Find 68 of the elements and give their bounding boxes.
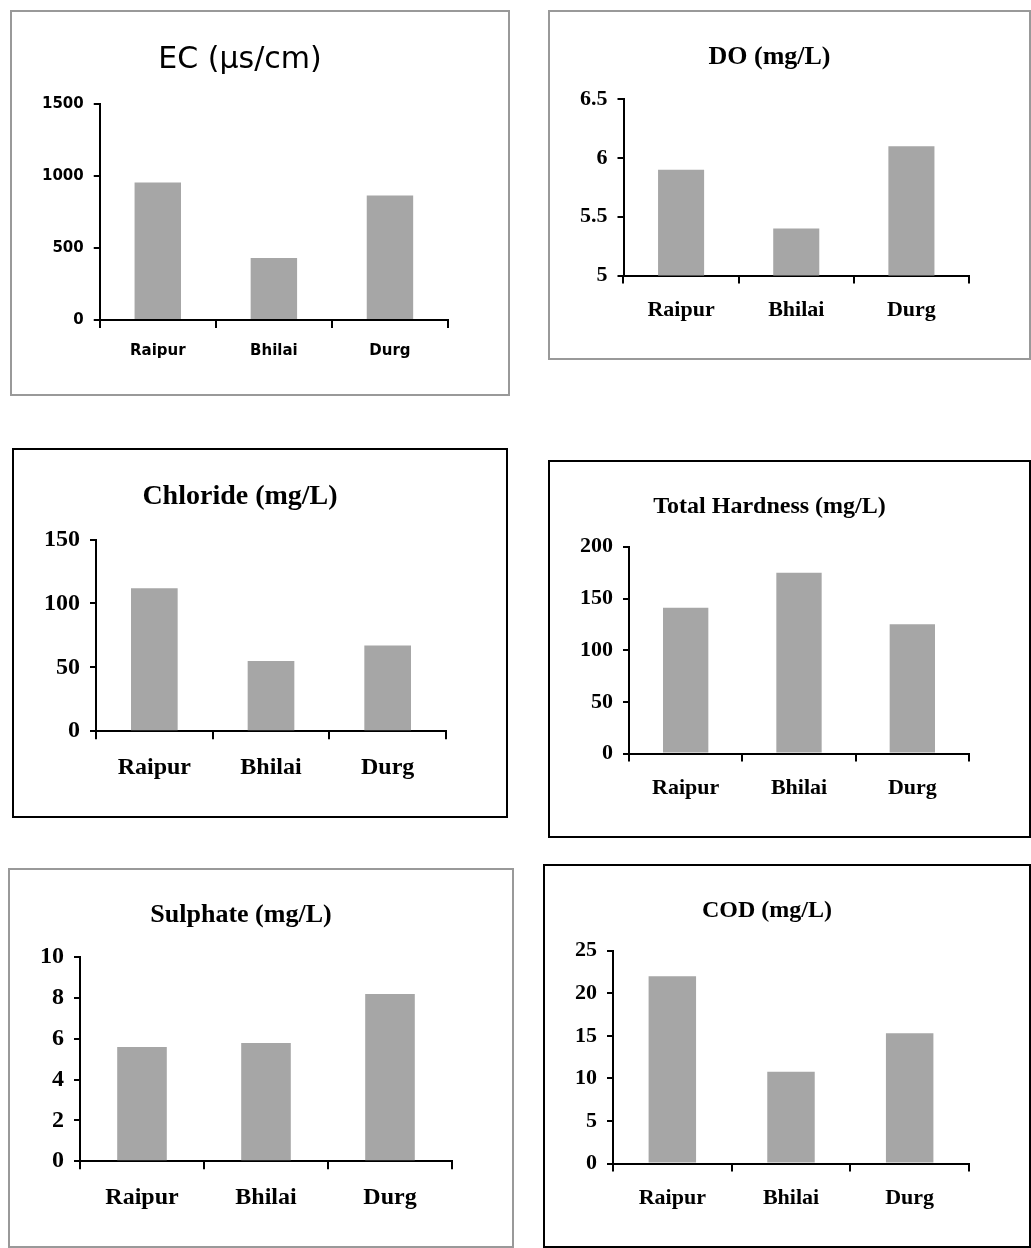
y-tick-label: 6 — [596, 143, 608, 169]
y-tick-label: 5 — [586, 1106, 597, 1132]
x-tick-label: Durg — [369, 340, 411, 359]
y-tick-label: 20 — [575, 979, 597, 1005]
x-tick-label: Bhilai — [240, 752, 303, 779]
x-tick-label: Durg — [887, 774, 937, 800]
x-tick-label: Durg — [363, 1182, 417, 1209]
y-tick-label: 150 — [44, 524, 80, 551]
y-tick-label: 1000 — [42, 165, 84, 184]
bar — [247, 660, 295, 731]
bar — [366, 195, 414, 319]
y-tick-label: 2 — [52, 1105, 64, 1132]
x-tick-label: Durg — [885, 1184, 935, 1210]
y-tick-label: 100 — [580, 635, 613, 661]
bar — [117, 1046, 167, 1161]
x-tick-label: Durg — [886, 296, 936, 322]
y-tick-label: 50 — [591, 687, 613, 713]
chart-title: COD (mg/L) — [702, 895, 832, 922]
bar — [241, 1042, 291, 1161]
y-tick-label: 1500 — [42, 93, 84, 112]
x-tick-label: Bhilai — [762, 1184, 820, 1210]
y-tick-label: 0 — [586, 1149, 597, 1175]
y-tick-label: 4 — [52, 1064, 64, 1091]
x-tick-label: Raipur — [105, 1182, 180, 1209]
bar — [134, 182, 182, 319]
y-tick-label: 150 — [580, 584, 613, 610]
x-tick-label: Durg — [360, 752, 415, 779]
y-tick-label: 0 — [73, 309, 84, 328]
y-tick-label: 25 — [575, 936, 597, 962]
bar — [250, 258, 298, 319]
bar — [776, 572, 822, 753]
chart-title: EC (µs/cm) — [158, 39, 322, 75]
bar — [364, 645, 411, 731]
bar — [889, 624, 935, 753]
y-tick-label: 0 — [602, 739, 613, 765]
bar — [885, 1033, 934, 1163]
y-tick-label: 8 — [52, 983, 64, 1010]
bar — [648, 976, 697, 1163]
y-tick-label: 5.5 — [580, 202, 608, 228]
bar — [663, 607, 709, 753]
chart-title: Chloride (mg/L) — [142, 479, 338, 511]
y-tick-label: 50 — [56, 652, 80, 679]
y-tick-label: 10 — [40, 942, 64, 969]
y-tick-label: 500 — [52, 237, 84, 256]
y-tick-label: 6 — [52, 1024, 64, 1050]
y-tick-label: 15 — [575, 1021, 597, 1047]
y-tick-label: 10 — [575, 1064, 597, 1090]
x-tick-label: Raipur — [129, 340, 187, 359]
bar — [365, 993, 415, 1161]
x-tick-label: Raipur — [638, 1184, 707, 1210]
y-tick-label: 200 — [580, 532, 613, 558]
x-tick-label: Raipur — [117, 752, 192, 779]
chart-title: DO (mg/L) — [708, 41, 831, 71]
chart-title: Sulphate (mg/L) — [150, 899, 332, 929]
chart-title: Total Hardness (mg/L) — [653, 491, 886, 518]
y-tick-label: 100 — [44, 588, 80, 615]
bar — [767, 1071, 815, 1163]
y-tick-label: 0 — [52, 1146, 64, 1173]
x-tick-label: Bhilai — [250, 340, 298, 359]
y-tick-label: 6.5 — [580, 84, 608, 110]
x-tick-label: Raipur — [647, 296, 715, 322]
x-tick-label: Raipur — [652, 774, 720, 800]
x-tick-label: Bhilai — [768, 296, 825, 322]
y-tick-label: 5 — [596, 261, 608, 287]
x-tick-label: Bhilai — [235, 1182, 298, 1209]
bar — [131, 588, 178, 731]
y-tick-label: 0 — [68, 716, 80, 743]
x-tick-label: Bhilai — [770, 774, 828, 800]
